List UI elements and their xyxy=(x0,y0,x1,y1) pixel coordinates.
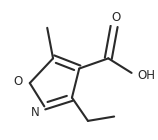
Text: O: O xyxy=(111,11,120,24)
Text: OH: OH xyxy=(137,69,155,82)
Text: N: N xyxy=(31,106,40,119)
Text: O: O xyxy=(14,75,23,88)
